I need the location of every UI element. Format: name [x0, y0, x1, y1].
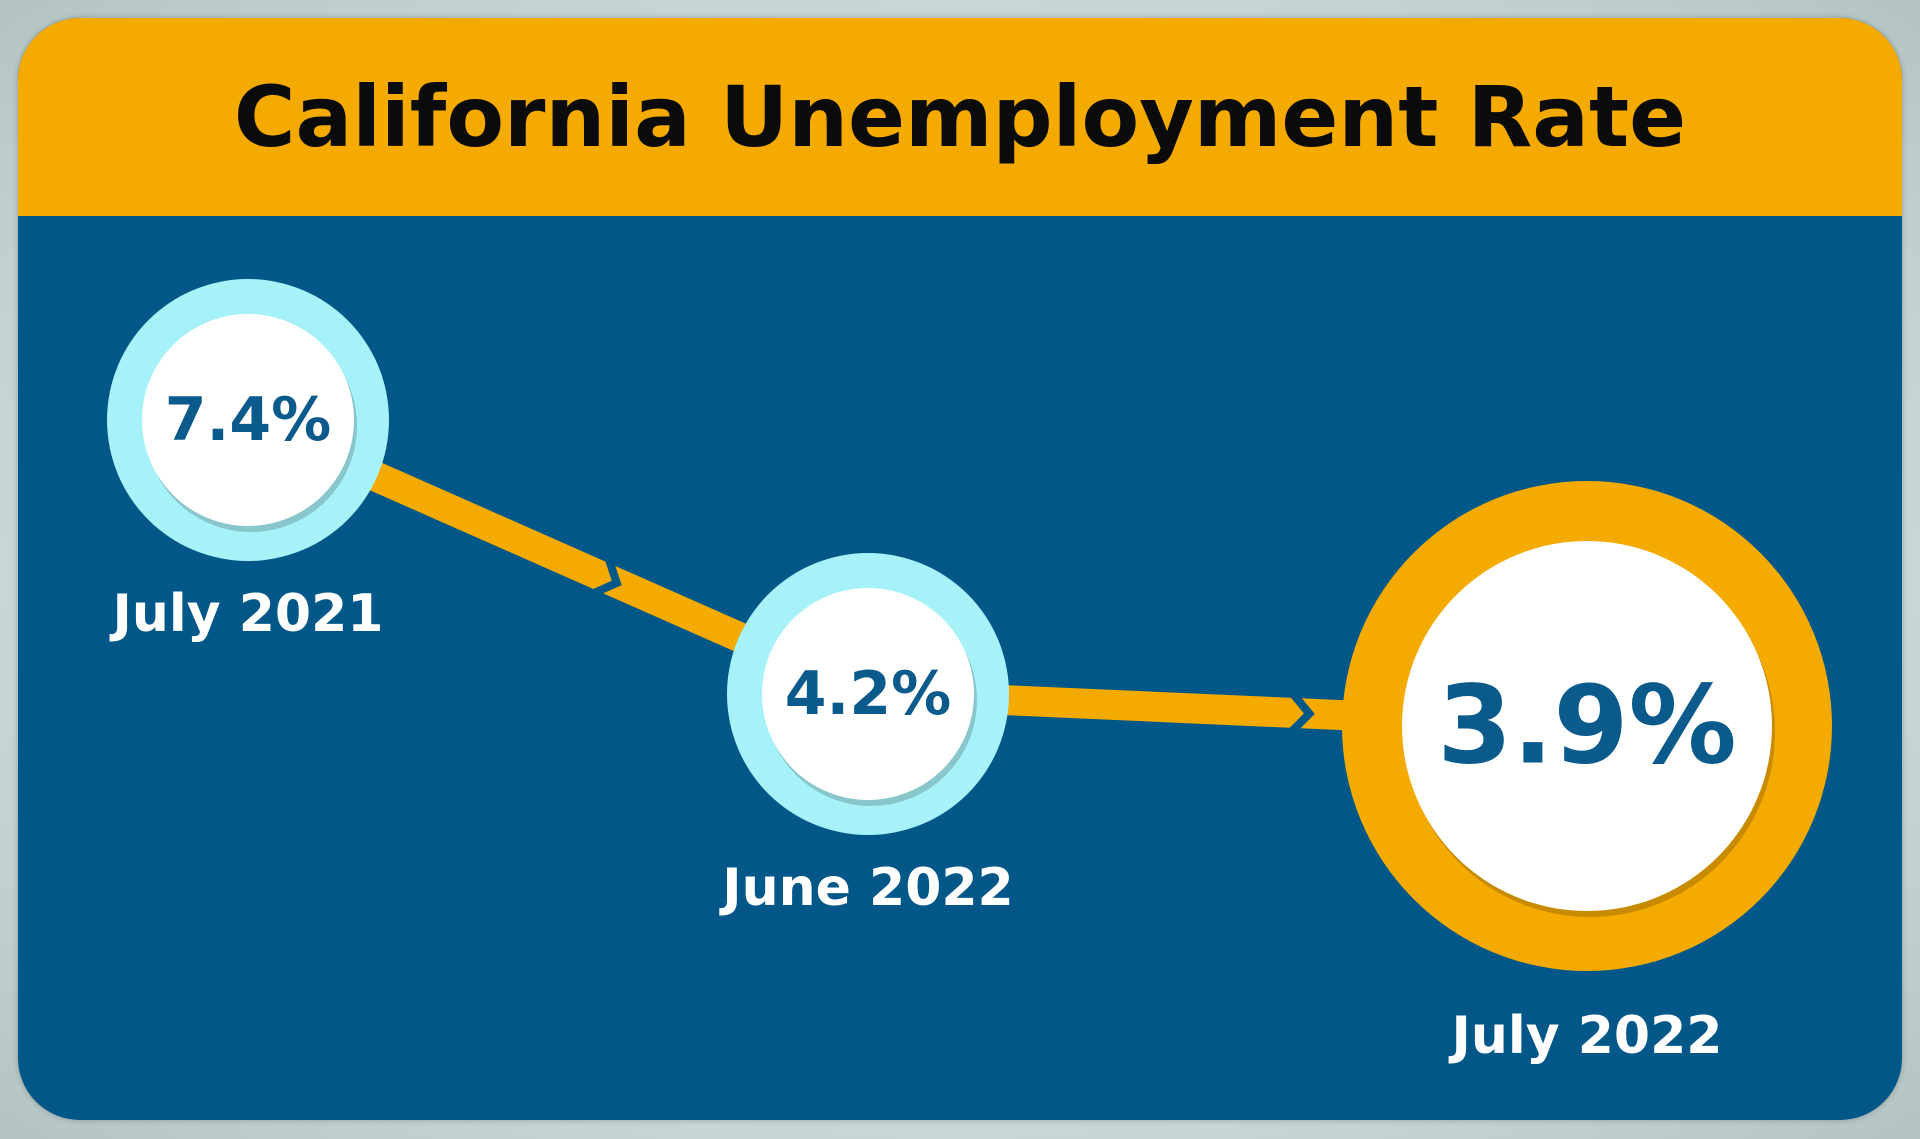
chart-title: California Unemployment Rate — [233, 68, 1687, 166]
connector-arrow-1 — [587, 553, 622, 599]
data-point-layer: 7.4% 4.2% 3.9% — [107, 279, 1832, 971]
data-point-3: 3.9% — [1342, 481, 1832, 971]
connector-arrow-2 — [1285, 688, 1315, 738]
date-label-layer: July 2021 June 2022 July 2022 — [110, 584, 1723, 1066]
category-label: July 2021 — [110, 584, 384, 644]
data-label: 3.9% — [1437, 664, 1737, 789]
data-point-disc — [142, 314, 354, 526]
data-label: 7.4% — [165, 385, 331, 455]
data-label: 4.2% — [785, 659, 951, 729]
data-point-disc — [762, 588, 974, 800]
category-label: June 2022 — [719, 858, 1013, 918]
category-label: July 2022 — [1449, 1006, 1723, 1066]
data-point-disc — [1402, 541, 1772, 911]
data-point-1: 7.4% — [107, 279, 389, 561]
data-point-2: 4.2% — [727, 553, 1009, 835]
title-banner: California Unemployment Rate — [18, 18, 1902, 216]
